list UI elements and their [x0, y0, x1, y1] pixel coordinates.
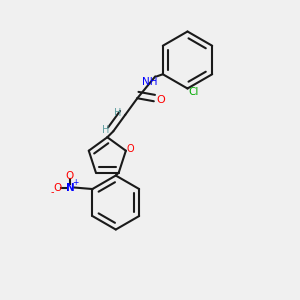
Text: O: O	[127, 144, 134, 154]
Text: N: N	[65, 182, 74, 193]
Text: H: H	[102, 125, 110, 135]
Text: O: O	[54, 182, 62, 193]
Text: Cl: Cl	[188, 87, 199, 98]
Text: H: H	[114, 108, 122, 118]
Text: O: O	[156, 95, 165, 105]
Text: -: -	[51, 187, 54, 197]
Text: O: O	[66, 170, 74, 181]
Text: +: +	[72, 178, 79, 187]
Text: NH: NH	[142, 77, 157, 87]
